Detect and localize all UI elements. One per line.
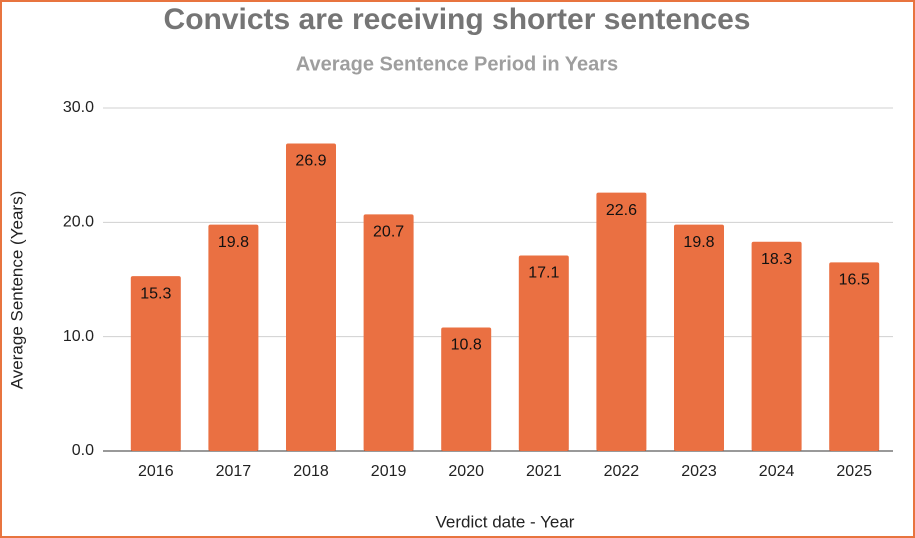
value-label: 20.7: [373, 224, 404, 241]
y-tick-label: 30.0: [63, 99, 94, 116]
chart-subtitle: Average Sentence Period in Years: [296, 53, 618, 75]
x-tick-label: 2023: [681, 463, 717, 480]
bar: [441, 327, 492, 451]
bar: [596, 192, 647, 451]
x-axis-label: Verdict date - Year: [436, 512, 575, 531]
y-tick-label: 10.0: [63, 328, 94, 345]
x-tick-label: 2019: [371, 463, 407, 480]
bar: [130, 276, 181, 451]
x-tick-label: 2025: [836, 463, 872, 480]
value-label: 19.8: [683, 234, 714, 251]
value-label: 16.5: [839, 272, 870, 289]
x-tick-label: 2020: [448, 463, 484, 480]
y-tick-label: 20.0: [63, 214, 94, 231]
x-tick-label: 2022: [604, 463, 640, 480]
value-label: 15.3: [140, 285, 171, 302]
x-tick-label: 2021: [526, 463, 562, 480]
value-label: 19.8: [218, 234, 249, 251]
x-tick-label: 2018: [293, 463, 329, 480]
bar: [751, 241, 802, 451]
bar: [286, 143, 336, 451]
bar: [518, 255, 569, 451]
chart-title: Convicts are receiving shorter sentences: [164, 3, 751, 36]
bar: [208, 224, 259, 451]
bar: [829, 262, 880, 451]
y-tick-label: 0.0: [72, 442, 94, 459]
value-label: 17.1: [528, 265, 559, 282]
y-axis-label: Average Sentence (Years): [7, 191, 26, 389]
bar: [674, 224, 724, 451]
x-tick-label: 2024: [759, 463, 795, 480]
value-label: 22.6: [606, 202, 637, 219]
bar: [363, 214, 414, 451]
x-tick-label: 2016: [138, 463, 174, 480]
value-label: 18.3: [761, 251, 792, 268]
value-label: 10.8: [451, 337, 482, 354]
value-label: 26.9: [295, 153, 326, 170]
x-tick-label: 2017: [216, 463, 252, 480]
